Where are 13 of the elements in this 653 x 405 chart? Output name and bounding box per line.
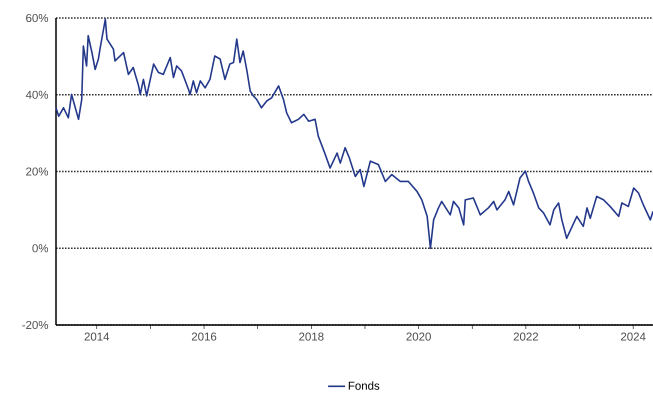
line-series bbox=[55, 18, 653, 250]
y-tick-label: 0% bbox=[32, 244, 48, 252]
y-tick-label: 40% bbox=[26, 90, 48, 99]
x-tick-label: 2024 bbox=[620, 332, 646, 341]
x-tick-label: 2020 bbox=[406, 332, 431, 341]
x-tick-label: 2014 bbox=[84, 332, 110, 341]
y-tick-label: 20% bbox=[26, 167, 48, 176]
y-tick-label: -20% bbox=[22, 320, 48, 330]
x-tick-label: 2022 bbox=[514, 332, 538, 341]
y-tick-label: 60% bbox=[26, 14, 48, 22]
x-tick-label: 2018 bbox=[299, 332, 324, 341]
x-tick-label: 2016 bbox=[192, 332, 216, 341]
legend-label: Fonds bbox=[348, 381, 380, 390]
